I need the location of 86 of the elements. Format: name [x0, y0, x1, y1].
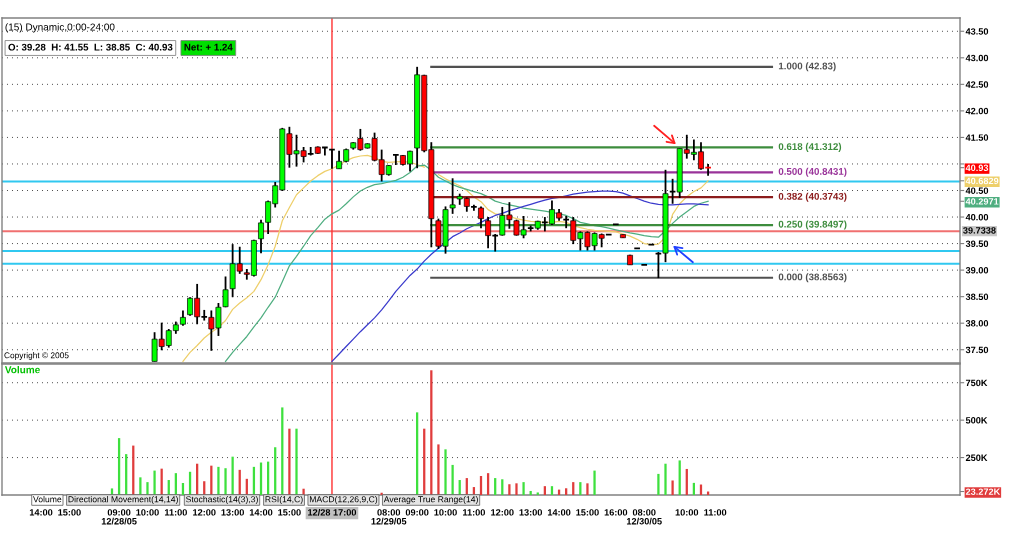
x-tick-label: 08:00 12/30/05	[626, 509, 662, 525]
y-tick-label: 250K	[965, 454, 988, 461]
bar	[444, 449, 447, 495]
bar	[515, 483, 518, 495]
x-tick-label: 15:00	[576, 509, 599, 516]
bar	[536, 492, 539, 495]
chart-title: (15) Dynamic,0:00-24:00	[5, 23, 115, 33]
series-label: 0.382 (40.3743)	[778, 192, 847, 202]
candlestick	[449, 177, 456, 215]
y-tick-label: 40.50	[965, 187, 989, 194]
y-tick-label: 43.00	[965, 54, 989, 62]
x-tick-label: 10:00	[434, 509, 457, 516]
bar	[543, 486, 546, 495]
series-label: 0.500 (40.8431)	[778, 167, 847, 177]
text: Stochastic(14(3),3)	[186, 495, 258, 505]
bar	[139, 477, 142, 495]
series-label: 0.250 (39.8497)	[778, 220, 847, 230]
y-tick-label: 23.272K	[965, 488, 1001, 495]
x-tick-label: 16:00	[604, 509, 628, 516]
bar	[508, 484, 511, 495]
series-label: 0.000 (38.8563)	[778, 273, 847, 283]
x-tick-label: 15:00	[278, 509, 301, 516]
bar	[565, 488, 568, 495]
bar	[586, 483, 589, 495]
series-label: 1.000 (42.83)	[778, 62, 836, 72]
bar	[657, 473, 660, 495]
y-tick-label: 40.93	[965, 164, 989, 172]
y-tick-label: 750K	[965, 379, 988, 387]
y-tick-label: 39.00	[965, 267, 989, 274]
bar	[231, 456, 234, 495]
x-tick-label: 13:00	[519, 509, 543, 516]
bar	[579, 482, 582, 495]
line-series	[331, 190, 709, 363]
text: Average True Range(14)	[383, 495, 478, 505]
x-tick-label: 12/28 17:00	[308, 508, 357, 516]
x-tick-label: 12:00	[193, 509, 216, 516]
bar	[224, 468, 227, 495]
x-tick-label: 09:00	[405, 509, 429, 516]
y-tick-label: 39.50	[965, 240, 989, 247]
bar	[217, 466, 220, 495]
x-tick-label: 14:00	[547, 509, 571, 516]
text: RSI(14,C)	[265, 495, 303, 505]
x-tick-label: 14:00	[29, 509, 53, 516]
ref-line-label: 39.7338	[963, 227, 996, 234]
x-tick-label: 12:00	[491, 509, 514, 516]
y-tick-label: 41.50	[965, 134, 989, 141]
bar	[146, 482, 149, 495]
series-label: 0.618 (41.312)	[778, 142, 842, 152]
y-tick-label: 43.50	[965, 28, 989, 35]
x-tick-label: 15:00	[58, 509, 81, 516]
x-tick-label: 10:00	[675, 509, 699, 516]
bar	[593, 470, 596, 495]
bar	[550, 486, 554, 495]
bar	[153, 470, 156, 495]
y-tick-label: 40.6829	[965, 177, 999, 185]
y-tick-label: 37.50	[965, 346, 989, 354]
y-tick-label: 500K	[965, 417, 988, 424]
bar	[295, 428, 298, 495]
y-tick-label: 42.50	[965, 81, 989, 88]
x-tick-label: 10:00	[136, 509, 159, 516]
y-tick-label: 38.00	[965, 320, 989, 327]
bar	[288, 428, 291, 495]
y-tick-label: 38.50	[965, 293, 989, 301]
y-tick-label: 40.2971	[965, 198, 999, 205]
annotation: Copyright © 2005	[4, 352, 69, 360]
chart-title: Volume	[4, 365, 40, 374]
x-tick-label: 14:00	[249, 509, 273, 516]
text: Volume	[33, 495, 62, 503]
bar	[671, 480, 674, 495]
bar	[664, 463, 667, 495]
x-tick-label: 09:00 12/28/05	[101, 509, 137, 525]
x-tick-label: 13:00	[221, 509, 244, 516]
x-tick-label: 11:00	[463, 509, 485, 516]
bar	[451, 464, 454, 495]
y-tick-label: 40.00	[965, 213, 989, 221]
bar	[437, 444, 440, 495]
bar	[522, 482, 525, 495]
annotation: Net: + 1.24	[184, 43, 233, 51]
text: Directional Movement(14,14)	[68, 495, 178, 505]
bar	[572, 482, 575, 495]
y-tick-label: 42.00	[965, 107, 989, 115]
candlestick	[222, 275, 229, 309]
text: MACD(12,26,9,C)	[309, 495, 378, 505]
x-tick-label: 11:00	[704, 509, 727, 516]
annotation: O: 39.28 H: 41.55 L: 38.85 C: 40.93	[8, 43, 173, 51]
x-tick-label: 11:00	[164, 509, 187, 516]
